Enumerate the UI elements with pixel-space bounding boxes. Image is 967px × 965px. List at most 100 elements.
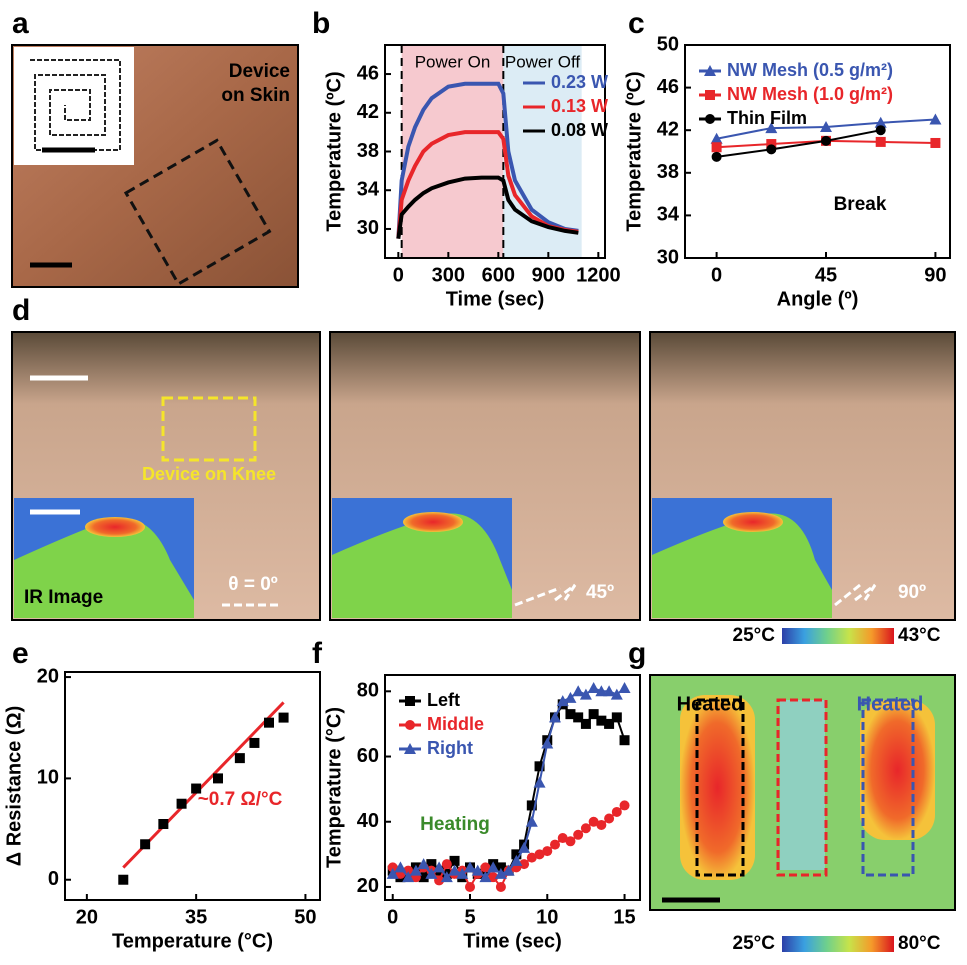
legend-label: 0.08 W xyxy=(551,120,608,140)
panel-label: g xyxy=(628,637,646,670)
marker xyxy=(766,144,776,154)
marker xyxy=(496,882,506,892)
region-label: Power Off xyxy=(505,52,581,71)
marker xyxy=(712,152,722,162)
x-axis-label: Temperature (°C) xyxy=(112,930,273,952)
panel-label: d xyxy=(12,294,30,327)
marker xyxy=(596,820,606,830)
x-tick-label: 0 xyxy=(387,906,398,928)
y-tick-label: 30 xyxy=(657,246,679,268)
y-tick-label: 40 xyxy=(357,810,379,832)
y-tick-label: 80 xyxy=(357,680,379,702)
y-tick-label: 20 xyxy=(37,665,59,687)
photo-label: on Skin xyxy=(221,85,290,106)
marker xyxy=(405,720,415,730)
legend-label: NW Mesh (0.5 g/m²) xyxy=(727,60,893,80)
marker xyxy=(620,800,630,810)
marker xyxy=(705,90,715,100)
marker xyxy=(158,819,168,829)
colorbar xyxy=(782,936,894,952)
marker xyxy=(405,696,415,706)
legend-label: Middle xyxy=(427,714,484,734)
marker xyxy=(235,753,245,763)
legend-label: NW Mesh (1.0 g/m²) xyxy=(727,84,893,104)
panel-label: e xyxy=(12,637,29,670)
x-tick-label: 35 xyxy=(185,906,207,928)
marker xyxy=(534,777,546,788)
photo-label: Device on Knee xyxy=(142,464,276,484)
y-tick-label: 34 xyxy=(657,204,680,226)
colorbar-label: 43°C xyxy=(898,625,941,646)
marker xyxy=(581,823,591,833)
marker xyxy=(930,138,940,148)
annotation: Heating xyxy=(420,814,490,835)
y-tick-label: 34 xyxy=(357,179,380,201)
y-axis-label: Temperature (°C) xyxy=(323,707,345,868)
y-tick-label: 46 xyxy=(657,76,679,98)
angle-label: 90º xyxy=(898,582,926,603)
marker xyxy=(619,682,631,693)
photo-label: Heated xyxy=(857,693,924,715)
marker xyxy=(588,682,600,693)
annotation: Break xyxy=(834,194,887,215)
x-axis-label: Angle (º) xyxy=(777,288,859,310)
y-axis-label: Δ Resistance (Ω) xyxy=(3,706,25,866)
marker xyxy=(177,799,187,809)
marker xyxy=(712,142,722,152)
panel-label: a xyxy=(12,7,29,40)
panel-label: f xyxy=(312,637,323,670)
y-tick-label: 0 xyxy=(48,868,59,890)
x-tick-label: 0 xyxy=(711,264,722,286)
marker xyxy=(572,685,584,696)
photo-label: Device xyxy=(229,61,290,82)
colorbar xyxy=(782,628,894,644)
marker xyxy=(565,836,575,846)
marker xyxy=(213,773,223,783)
x-axis-label: Time (sec) xyxy=(446,288,545,310)
y-tick-label: 60 xyxy=(357,745,379,767)
x-tick-label: 15 xyxy=(613,906,635,928)
colorbar-label: 80°C xyxy=(898,933,941,954)
x-tick-label: 50 xyxy=(294,906,316,928)
x-axis-label: Time (sec) xyxy=(463,930,562,952)
marker xyxy=(620,735,630,745)
colorbar-label: 25°C xyxy=(733,933,776,954)
marker xyxy=(264,718,274,728)
angle-label: 45º xyxy=(586,582,614,603)
marker xyxy=(876,137,886,147)
y-tick-label: 42 xyxy=(357,101,379,123)
y-tick-label: 38 xyxy=(657,161,679,183)
marker xyxy=(465,882,475,892)
marker xyxy=(118,875,128,885)
marker xyxy=(705,114,715,124)
x-tick-label: 600 xyxy=(482,264,515,286)
colorbar-label: 25°C xyxy=(733,625,776,646)
region-label: Power On xyxy=(415,52,491,71)
y-axis-label: Temperature (ºC) xyxy=(623,71,645,231)
marker xyxy=(604,813,614,823)
y-tick-label: 46 xyxy=(357,62,379,84)
figure: a b c d e f g Device on Skin Device on K… xyxy=(0,0,967,960)
marker xyxy=(612,807,622,817)
x-tick-label: 5 xyxy=(464,906,475,928)
legend-label: Left xyxy=(427,690,460,710)
y-tick-label: 20 xyxy=(357,875,379,897)
marker xyxy=(550,840,560,850)
marker xyxy=(612,712,622,722)
legend-label: Thin Film xyxy=(727,108,807,128)
panel-label: c xyxy=(628,7,645,40)
panel-label: b xyxy=(312,7,330,40)
y-tick-label: 10 xyxy=(37,767,59,789)
marker xyxy=(573,830,583,840)
legend-label: 0.23 W xyxy=(551,72,608,92)
x-tick-label: 300 xyxy=(432,264,465,286)
marker xyxy=(876,125,886,135)
photo-label: Heated xyxy=(677,693,744,715)
marker xyxy=(581,719,591,729)
marker xyxy=(821,136,831,146)
x-tick-label: 1200 xyxy=(576,264,621,286)
y-tick-label: 38 xyxy=(357,140,379,162)
angle-label: θ = 0º xyxy=(228,574,277,595)
marker xyxy=(442,859,452,869)
legend-label: 0.13 W xyxy=(551,96,608,116)
